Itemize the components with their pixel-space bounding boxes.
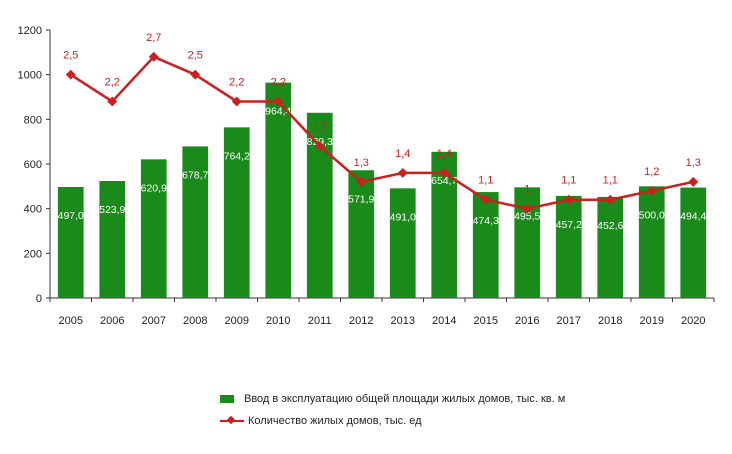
line-point [688,176,699,187]
x-tick-label: 2014 [432,315,456,327]
bar [182,146,209,298]
line-point [314,141,325,152]
legend-line-swatch [220,416,244,426]
y-tick-label: 400 [24,204,42,216]
x-tick-label: 2012 [349,315,373,327]
line-series [70,55,694,210]
x-tick-label: 2016 [515,315,539,327]
bar [265,82,292,298]
legend-line-label: Количество жилых домов, тыс. ед [248,415,422,427]
y-tick-label: 800 [24,114,42,126]
line-data-label: 1,7 [312,121,327,133]
legend-bar-label: Ввод в эксплуатацию общей площади жилых … [244,393,566,405]
bar-data-label: 491,0 [390,211,416,223]
bar [99,180,126,298]
bar [555,195,582,298]
bar [680,187,707,298]
bar [223,127,250,298]
line-data-label: 2,5 [63,50,78,62]
line-data-label: 2,2 [105,76,120,88]
y-tick-label: 1000 [18,70,42,82]
bar-data-label: 494,4 [680,211,706,223]
x-tick-label: 2005 [59,315,83,327]
line-data-label: 1,4 [395,148,410,160]
line-data-label: 1,4 [437,148,452,160]
y-tick-label: 0 [36,293,42,305]
x-tick-label: 2013 [391,315,415,327]
x-tick-label: 2018 [598,315,622,327]
line-data-label: 1,1 [561,175,576,187]
line-data-label: 2,2 [229,76,244,88]
line-point [646,185,657,196]
bar-data-label: 497,0 [58,210,84,222]
x-tick-label: 2007 [142,315,166,327]
bar-data-label: 764,2 [224,150,250,162]
line-point [356,176,367,187]
bar-data-label: 495,5 [514,210,540,222]
legend: Ввод в эксплуатацию общей площади жилых … [220,388,565,432]
line-data-label: 1,1 [478,175,493,187]
bar [57,187,84,298]
x-tick-label: 2006 [100,315,124,327]
bar [140,159,167,298]
x-tick-label: 2009 [225,315,249,327]
line-point [439,167,450,178]
bar [389,188,416,298]
line-point [148,51,159,62]
line-point [65,69,76,80]
line-data-label: 2,5 [188,50,203,62]
line-data-label: 2,2 [271,76,286,88]
bar [472,192,499,298]
line-point [397,167,408,178]
line-data-label: 2,7 [146,32,161,44]
line-data-label: 1 [524,184,530,196]
legend-item-bars: Ввод в эксплуатацию общей площади жилых … [220,388,565,410]
bar-data-label: 571,9 [348,193,374,205]
bar-data-label: 620,9 [141,182,167,194]
y-tick-label: 600 [24,159,42,171]
bar-data-label: 452,6 [597,220,623,232]
legend-item-line: Количество жилых домов, тыс. ед [220,410,565,432]
legend-bar-swatch [220,395,234,403]
bar [638,186,665,298]
line-data-label: 1,1 [603,175,618,187]
x-tick-label: 2019 [640,315,664,327]
bar-data-label: 678,7 [182,169,208,181]
y-tick-label: 1200 [18,25,42,37]
bar-data-label: 523,9 [99,204,125,216]
line-data-label: 1,3 [354,157,369,169]
line-data-label: 1,3 [686,157,701,169]
x-tick-label: 2010 [266,315,290,327]
line-point [231,96,242,107]
bar [597,196,624,298]
bar-data-label: 500,0 [639,209,665,221]
line-point [190,69,201,80]
bar [348,170,375,298]
line-data-label: 1,2 [644,166,659,178]
line-point [107,96,118,107]
x-tick-label: 2011 [308,315,332,327]
x-tick-label: 2008 [183,315,207,327]
line-point [522,203,533,214]
line-point [605,194,616,205]
line-point [480,194,491,205]
bar-data-label: 474,3 [473,215,499,227]
bar-data-label: 457,2 [556,219,582,231]
line-point [563,194,574,205]
x-tick-label: 2015 [474,315,498,327]
x-tick-label: 2017 [557,315,581,327]
x-tick-label: 2020 [681,315,705,327]
y-tick-label: 200 [24,248,42,260]
